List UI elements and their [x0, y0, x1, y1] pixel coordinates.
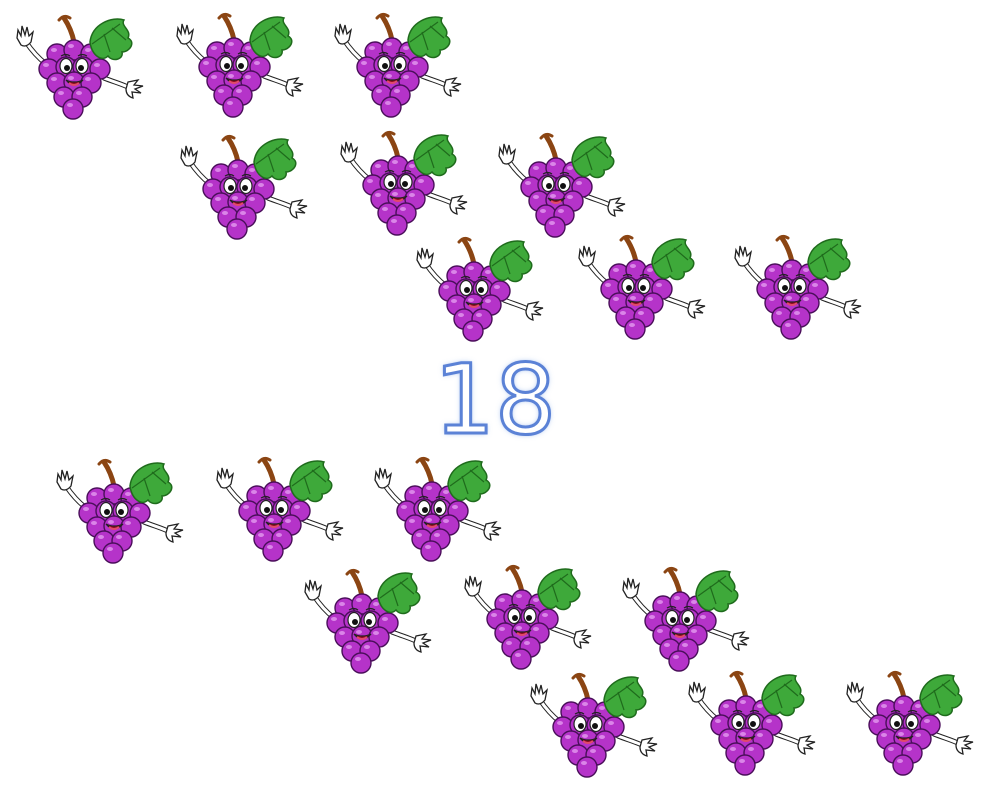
grape-cluster-cartoon-icon	[460, 562, 595, 670]
grape-cluster-cartoon-icon	[526, 670, 661, 778]
grape-cluster-cartoon-icon	[336, 128, 471, 236]
grape-cluster-cartoon-icon	[172, 10, 307, 118]
grape-cluster-cartoon-icon	[494, 130, 629, 238]
grape-cluster-cartoon-icon	[618, 564, 753, 672]
grape-cluster-cartoon-icon	[52, 456, 187, 564]
grape-cluster-cartoon-icon	[684, 668, 819, 776]
grape-cluster-cartoon-icon	[574, 232, 709, 340]
grape-cluster-cartoon-icon	[212, 454, 347, 562]
grape-cluster-cartoon-icon	[300, 566, 435, 674]
grape-cluster-cartoon-icon	[730, 232, 865, 340]
grape-cluster-cartoon-icon	[12, 12, 147, 120]
grape-cluster-cartoon-icon	[842, 668, 977, 776]
grape-cluster-cartoon-icon	[412, 234, 547, 342]
grape-cluster-cartoon-icon	[370, 454, 505, 562]
grape-cluster-cartoon-icon	[176, 132, 311, 240]
count-number: 18	[432, 344, 557, 457]
grape-cluster-cartoon-icon	[330, 10, 465, 118]
